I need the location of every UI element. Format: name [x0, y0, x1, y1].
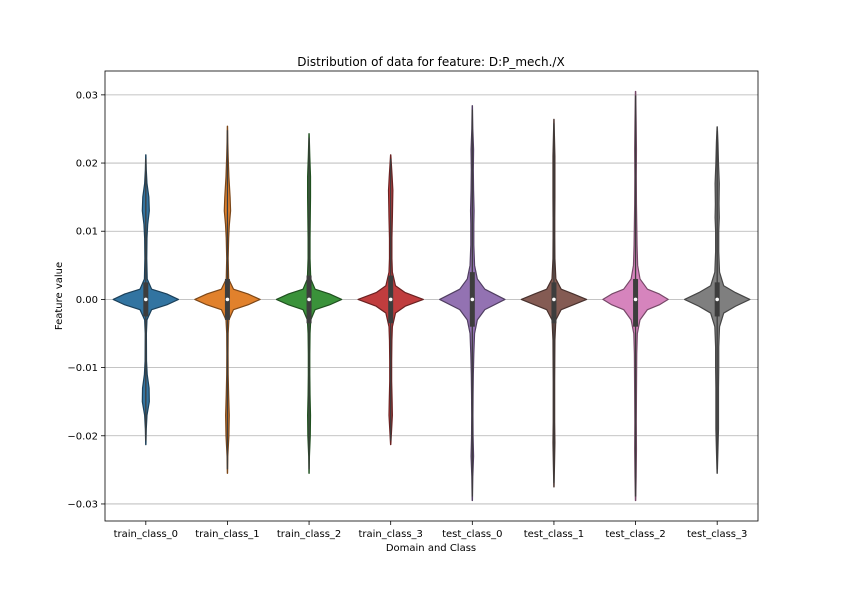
y-tick-label: 0.03 — [76, 90, 98, 101]
y-ticks: −0.03 −0.02 −0.01 0.00 0.01 0.02 0.03 — [67, 90, 105, 510]
violin-median — [307, 297, 311, 302]
chart-title: Distribution of data for feature: D:P_me… — [297, 55, 564, 69]
y-tick-label: 0.00 — [76, 295, 98, 306]
violin-median — [633, 297, 638, 302]
x-tick-label: test_class_0 — [442, 529, 502, 540]
y-tick-label: 0.02 — [76, 159, 98, 170]
plot-frame — [104, 70, 759, 522]
x-tick-label: train_class_0 — [114, 529, 178, 540]
axes — [104, 70, 759, 522]
x-tick-label: test_class_1 — [524, 529, 584, 540]
violins — [112, 90, 751, 502]
y-axis-label: Feature value — [54, 262, 65, 330]
violin-median — [144, 297, 148, 302]
violin-iqr-box — [551, 282, 557, 324]
violin-median — [470, 297, 475, 302]
y-tick-label: 0.01 — [76, 227, 98, 238]
x-tick-label: train_class_3 — [358, 529, 422, 540]
x-axis-label: Domain and Class — [386, 543, 476, 554]
y-tick-label: −0.03 — [67, 499, 98, 510]
x-tick-label: train_class_1 — [195, 529, 259, 540]
x-tick-label: train_class_2 — [277, 529, 341, 540]
y-tick-label: −0.02 — [67, 431, 98, 442]
x-tick-label: test_class_2 — [605, 529, 665, 540]
violin-iqr-box — [633, 278, 639, 327]
violin-median — [388, 297, 393, 302]
x-ticks: train_class_0 train_class_1 train_class_2 t… — [114, 521, 747, 540]
violin-median — [552, 297, 556, 302]
violin-median — [715, 297, 719, 302]
y-tick-label: −0.01 — [67, 363, 98, 374]
violin-median — [225, 297, 230, 302]
x-tick-label: test_class_3 — [687, 529, 747, 540]
